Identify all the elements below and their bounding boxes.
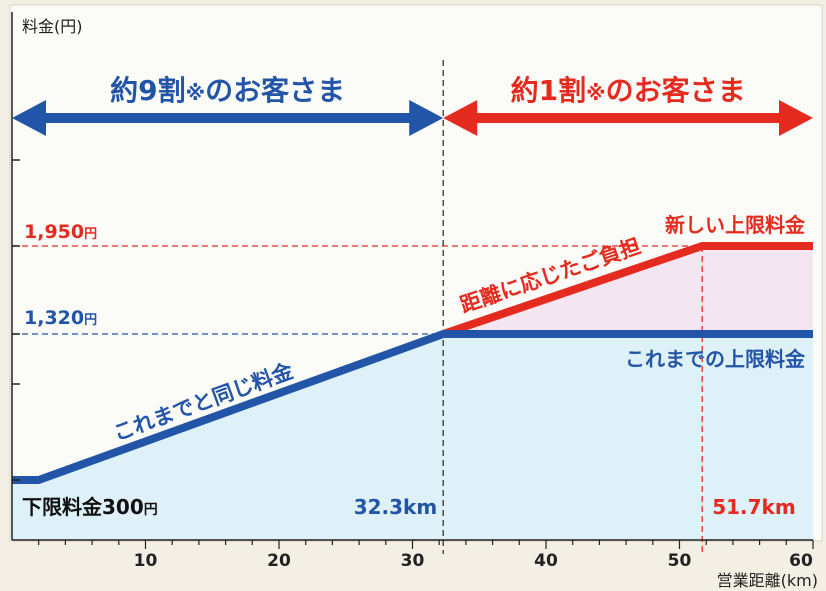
- min-fare-unit: 円: [144, 502, 158, 518]
- min-fare-label: 下限料金300円: [22, 495, 158, 519]
- y-ref-label-1320: 1,320円: [24, 307, 97, 329]
- x-ref-label-32.3: 32.3km: [354, 495, 438, 519]
- y-axis-label: 料金(円): [22, 17, 83, 36]
- x-tick-label-60: 60: [789, 551, 813, 571]
- x-tick-label-10: 10: [134, 551, 158, 571]
- y-ref-value: 1,320: [24, 307, 84, 329]
- range-label-mark: ※: [186, 81, 205, 105]
- x-tick-label-20: 20: [267, 551, 291, 571]
- y-ref-unit: 円: [84, 313, 97, 328]
- y-ref-value: 1,950: [24, 221, 84, 243]
- min-fare-text: 下限料金300: [22, 495, 144, 519]
- new-cap-label: 新しい上限料金: [665, 213, 806, 237]
- range-label-main: 約1割: [511, 74, 586, 107]
- x-axis-label: 営業距離(km): [717, 571, 818, 590]
- series-line-previous-cap: [12, 330, 813, 484]
- range-arrow-1: [12, 100, 444, 136]
- range-arrow-2: [443, 100, 813, 136]
- y-ref-label-1950: 1,950円: [24, 221, 97, 243]
- range-arrow-label-1: 約9割※のお客さま: [110, 74, 345, 107]
- range-arrow-label-2: 約1割※のお客さま: [511, 74, 746, 107]
- previous-fare-area: [12, 334, 813, 540]
- y-ref-unit: 円: [84, 227, 97, 242]
- x-tick-label-30: 30: [401, 551, 425, 571]
- x-tick-label-50: 50: [668, 551, 692, 571]
- range-label-tail: のお客さま: [606, 74, 746, 107]
- range-label-main: 約9割: [110, 74, 185, 107]
- added-fare-area: [443, 246, 813, 334]
- x-ref-label-51.7: 51.7km: [712, 495, 796, 519]
- x-tick-label-40: 40: [534, 551, 558, 571]
- range-label-mark: ※: [586, 81, 605, 105]
- range-label-tail: のお客さま: [205, 74, 345, 107]
- old-cap-label: これまでの上限料金: [625, 347, 806, 371]
- series-line-new-cap: [441, 242, 813, 338]
